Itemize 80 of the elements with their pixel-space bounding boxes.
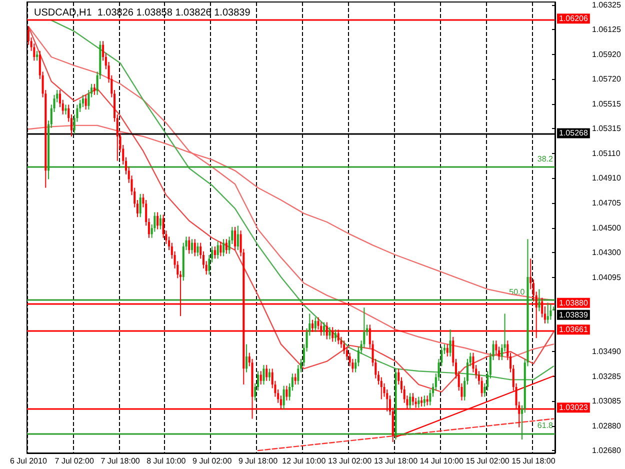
candlestick [420,396,423,408]
candlestick [260,370,262,386]
ref-line-label: 1.03023 [559,403,588,412]
ref-line-label: 1.06206 [559,14,588,24]
y-tick-label: 1.04705 [592,198,622,208]
y-tick-label: 1.04500 [592,224,622,233]
y-tick-label: 1.04300 [592,248,622,258]
candlestick [449,329,452,357]
candlestick [409,392,412,410]
x-tick-label: 13 Jul 02:00 [328,456,372,466]
candlestick [216,241,219,260]
y-tick-label: 1.05515 [592,100,622,109]
candlestick [546,302,549,324]
candlestick [266,364,268,382]
candlestick [550,303,552,320]
y-tick-label: 1.05315 [592,124,622,133]
y-tick-label: 1.02880 [592,422,622,431]
candlestick [286,385,288,401]
candlestick [139,193,142,218]
y-tick-label: 1.04095 [592,273,622,282]
ref-line-label: 1.05268 [559,128,588,138]
y-tick-label: 1.02680 [592,446,622,456]
candlestick [190,238,194,254]
candlestick [262,364,265,386]
candlestick [268,368,270,382]
x-tick-label: 15 Jul 18:00 [512,456,556,466]
y-tick-label: 1.03490 [592,347,622,356]
candlestick [194,238,196,257]
candlestick [159,214,162,230]
annotation: 38.2 [537,154,554,164]
candlestick [322,322,326,336]
y-tick-label: 1.06325 [592,0,622,10]
text: USDCAD,H1 1.03826 1.03858 1.03826 1.03839 [34,8,251,18]
candlestick [84,94,87,110]
candlestick [222,238,225,257]
x-tick-label: 13 Jul 18:00 [374,456,418,466]
candlestick [446,344,448,357]
x-tick-label: 14 Jul 10:00 [420,456,464,466]
y-tick-label: 1.06125 [592,25,622,34]
x-tick-label: 9 Jul 02:00 [192,456,232,466]
candlestick [282,385,285,410]
y-tick-label: 1.05920 [592,50,622,60]
y-tick-label: 1.05720 [592,74,622,84]
candlestick [314,316,316,332]
ref-line-label: 1.03880 [559,298,588,308]
candlestick [334,329,336,342]
candlestick [538,288,540,312]
candlestick [234,226,236,251]
candlestick [328,326,331,340]
candlestick [188,236,190,254]
text: 1.03839 [559,310,588,320]
y-tick-label: 1.04910 [592,174,622,182]
candlestick [418,396,420,408]
candlestick [93,83,96,96]
candlestick [82,94,84,108]
candlestick [423,395,426,408]
candlestick [156,212,159,230]
candlestick [36,50,38,62]
x-tick-label: 7 Jul 02:00 [54,456,94,466]
y-tick-label: 1.03085 [592,396,622,406]
candlestick [214,246,216,260]
candlestick [246,344,248,373]
candlestick [294,373,296,386]
annotation: 61.8 [537,420,554,430]
y-tick-label: 1.05110 [592,149,621,158]
x-tick-label: 12 Jul 10:00 [282,456,326,466]
x-tick-label: 6 Jul 2010 [10,456,48,466]
candlestick [196,242,199,257]
y-tick-label: 1.03285 [592,372,622,382]
x-tick-label: 8 Jul 10:00 [146,456,186,466]
candlestick [220,241,222,257]
x-tick-label: 15 Jul 02:00 [466,456,510,466]
ref-line-label: 1.03661 [559,325,588,334]
candlestick [236,225,239,251]
x-tick-label: 7 Jul 18:00 [100,456,140,466]
candlestick [225,238,228,254]
candlestick [64,104,67,115]
x-tick-label: 9 Jul 18:00 [238,456,278,466]
candlestick [426,395,428,406]
candlestick [412,392,414,406]
